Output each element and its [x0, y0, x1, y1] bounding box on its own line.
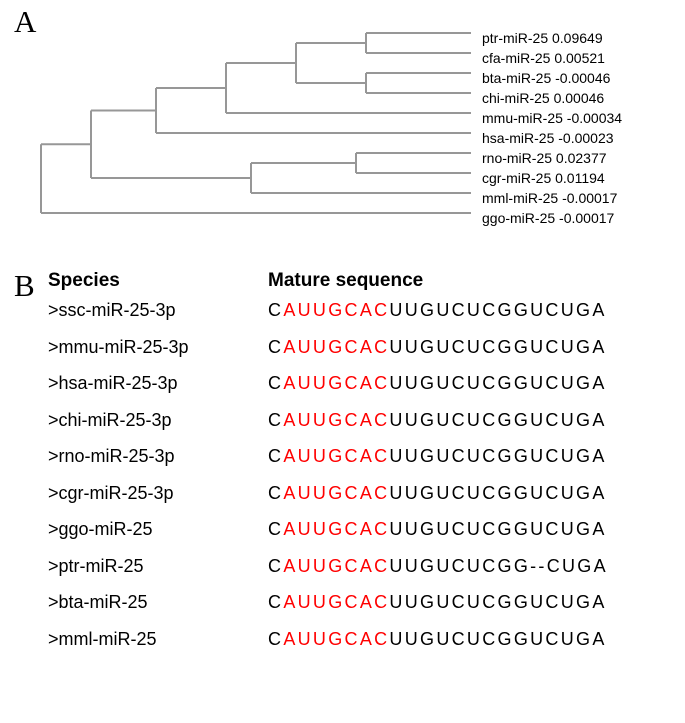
- alignment-sequence: CAUUGCACUUGUCUCGG--CUGA: [258, 556, 658, 577]
- alignment-panel: Species Mature sequence >ssc-miR-25-3pCA…: [48, 270, 658, 665]
- alignment-headers: Species Mature sequence: [48, 270, 658, 292]
- figure-page: A B ptr-miR-25 0.09649cfa-miR-25 0.00521…: [0, 0, 685, 723]
- alignment-row: >chi-miR-25-3pCAUUGCACUUGUCUCGGUCUGA: [48, 410, 658, 431]
- seed-region: AUUGCAC: [283, 300, 389, 320]
- alignment-species: >bta-miR-25: [48, 592, 258, 613]
- phylo-tree: [36, 23, 471, 243]
- tree-leaf-label: bta-miR-25 -0.00046: [482, 68, 622, 88]
- alignment-body: >ssc-miR-25-3pCAUUGCACUUGUCUCGGUCUGA>mmu…: [48, 300, 658, 650]
- seed-region: AUUGCAC: [283, 629, 389, 649]
- alignment-species: >mmu-miR-25-3p: [48, 337, 258, 358]
- seed-region: AUUGCAC: [283, 519, 389, 539]
- alignment-sequence: CAUUGCACUUGUCUCGGUCUGA: [258, 300, 658, 321]
- tree-leaf-label: ggo-miR-25 -0.00017: [482, 208, 622, 228]
- tree-leaf-label: ptr-miR-25 0.09649: [482, 28, 622, 48]
- seed-region: AUUGCAC: [283, 373, 389, 393]
- alignment-row: >bta-miR-25CAUUGCACUUGUCUCGGUCUGA: [48, 592, 658, 613]
- seed-region: AUUGCAC: [283, 556, 389, 576]
- alignment-species: >rno-miR-25-3p: [48, 446, 258, 467]
- seed-region: AUUGCAC: [283, 410, 389, 430]
- alignment-species: >hsa-miR-25-3p: [48, 373, 258, 394]
- panel-label-a: A: [14, 4, 36, 40]
- alignment-row: >rno-miR-25-3pCAUUGCACUUGUCUCGGUCUGA: [48, 446, 658, 467]
- alignment-species: >ggo-miR-25: [48, 519, 258, 540]
- alignment-row: >ptr-miR-25CAUUGCACUUGUCUCGG--CUGA: [48, 556, 658, 577]
- header-species: Species: [48, 270, 258, 292]
- tree-leaf-label: mmu-miR-25 -0.00034: [482, 108, 622, 128]
- alignment-sequence: CAUUGCACUUGUCUCGGUCUGA: [258, 592, 658, 613]
- alignment-species: >ptr-miR-25: [48, 556, 258, 577]
- tree-leaf-label: hsa-miR-25 -0.00023: [482, 128, 622, 148]
- alignment-row: >cgr-miR-25-3pCAUUGCACUUGUCUCGGUCUGA: [48, 483, 658, 504]
- seed-region: AUUGCAC: [283, 337, 389, 357]
- alignment-species: >mml-miR-25: [48, 629, 258, 650]
- alignment-sequence: CAUUGCACUUGUCUCGGUCUGA: [258, 519, 658, 540]
- seed-region: AUUGCAC: [283, 483, 389, 503]
- tree-leaf-label: rno-miR-25 0.02377: [482, 148, 622, 168]
- tree-leaf-label: cgr-miR-25 0.01194: [482, 168, 622, 188]
- seed-region: AUUGCAC: [283, 592, 389, 612]
- alignment-sequence: CAUUGCACUUGUCUCGGUCUGA: [258, 446, 658, 467]
- alignment-sequence: CAUUGCACUUGUCUCGGUCUGA: [258, 337, 658, 358]
- alignment-sequence: CAUUGCACUUGUCUCGGUCUGA: [258, 483, 658, 504]
- alignment-row: >ggo-miR-25CAUUGCACUUGUCUCGGUCUGA: [48, 519, 658, 540]
- alignment-species: >chi-miR-25-3p: [48, 410, 258, 431]
- tree-leaf-label: cfa-miR-25 0.00521: [482, 48, 622, 68]
- alignment-sequence: CAUUGCACUUGUCUCGGUCUGA: [258, 410, 658, 431]
- header-sequence: Mature sequence: [258, 270, 658, 292]
- alignment-sequence: CAUUGCACUUGUCUCGGUCUGA: [258, 373, 658, 394]
- alignment-species: >cgr-miR-25-3p: [48, 483, 258, 504]
- alignment-row: >mml-miR-25CAUUGCACUUGUCUCGGUCUGA: [48, 629, 658, 650]
- seed-region: AUUGCAC: [283, 446, 389, 466]
- tree-leaf-label: mml-miR-25 -0.00017: [482, 188, 622, 208]
- alignment-row: >hsa-miR-25-3pCAUUGCACUUGUCUCGGUCUGA: [48, 373, 658, 394]
- tree-leaf-label: chi-miR-25 0.00046: [482, 88, 622, 108]
- alignment-sequence: CAUUGCACUUGUCUCGGUCUGA: [258, 629, 658, 650]
- panel-label-b: B: [14, 268, 35, 304]
- alignment-row: >mmu-miR-25-3pCAUUGCACUUGUCUCGGUCUGA: [48, 337, 658, 358]
- alignment-species: >ssc-miR-25-3p: [48, 300, 258, 321]
- alignment-row: >ssc-miR-25-3pCAUUGCACUUGUCUCGGUCUGA: [48, 300, 658, 321]
- tree-leaf-labels: ptr-miR-25 0.09649cfa-miR-25 0.00521bta-…: [482, 28, 622, 228]
